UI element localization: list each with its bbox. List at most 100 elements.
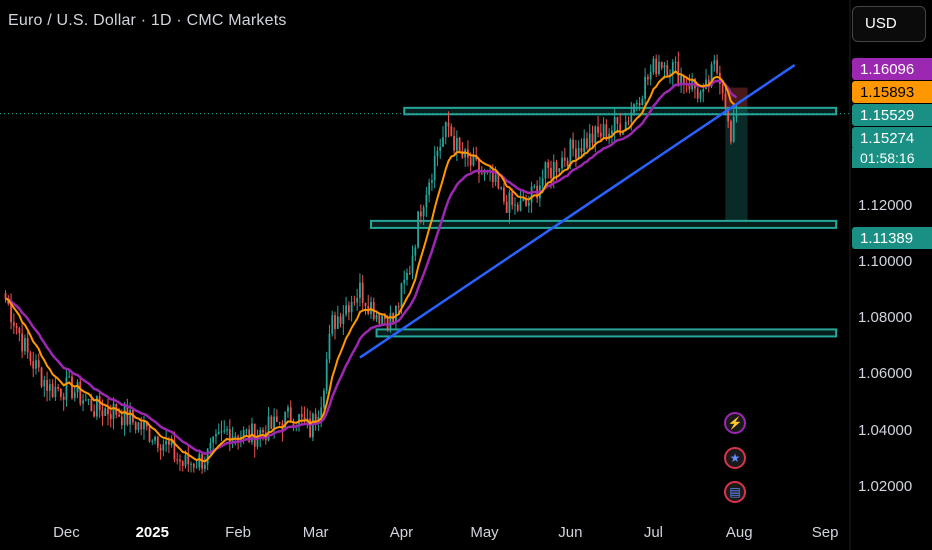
candle-body xyxy=(619,123,622,135)
eu-flag-icon[interactable]: ★ xyxy=(724,447,746,469)
candle-body xyxy=(716,60,719,73)
candle-body xyxy=(527,202,530,206)
candle-body xyxy=(577,148,580,159)
candle-body xyxy=(602,124,605,137)
candle-body xyxy=(309,418,311,438)
price-axis-tick: 1.10000 xyxy=(858,252,913,270)
candle-body xyxy=(140,422,143,430)
candle-body xyxy=(508,192,511,213)
price-axis-tick: 1.12000 xyxy=(858,196,913,214)
price-label-tag: 1.15274 xyxy=(852,127,932,149)
candle-body xyxy=(419,211,422,217)
candle-body xyxy=(90,398,93,412)
date-axis-tick: Aug xyxy=(725,524,753,541)
candle-body xyxy=(206,448,209,465)
candle-body xyxy=(129,410,132,425)
candle-body xyxy=(134,422,137,430)
candle-body xyxy=(364,302,367,307)
candle-body xyxy=(530,186,533,203)
candle-body xyxy=(259,429,262,437)
candle-body xyxy=(148,426,151,442)
candle-body xyxy=(547,162,550,168)
candle-body xyxy=(591,133,594,144)
candle-body xyxy=(187,455,190,465)
candle-body xyxy=(641,98,644,106)
candle-body xyxy=(447,122,450,127)
candle-body xyxy=(79,381,82,404)
candle-body xyxy=(350,302,353,313)
candle-body xyxy=(583,138,586,152)
date-axis-tick: Jun xyxy=(558,524,583,541)
candle-body xyxy=(40,367,43,387)
candle-body xyxy=(93,411,96,417)
candle-body xyxy=(361,282,364,303)
candle-body xyxy=(727,108,730,122)
candle-body xyxy=(644,76,647,99)
candle-body xyxy=(522,199,525,201)
candle-body xyxy=(336,316,339,330)
candle-body xyxy=(217,432,220,434)
candle-body xyxy=(436,150,439,157)
candle-body xyxy=(442,137,444,147)
candle-body xyxy=(414,247,417,256)
candle-body xyxy=(633,104,635,113)
candle-body xyxy=(699,92,702,99)
candle-body xyxy=(724,93,727,109)
candle-body xyxy=(735,113,738,117)
date-axis-tick: Apr xyxy=(389,524,414,541)
candle-body xyxy=(320,407,323,418)
candle-body xyxy=(314,413,317,423)
candle-body xyxy=(646,76,649,80)
candle-body xyxy=(334,315,336,330)
candle-body xyxy=(544,162,547,179)
price-axis-tick: 1.02000 xyxy=(858,477,913,495)
candle-body xyxy=(328,333,331,360)
candle-body xyxy=(145,421,148,427)
candle-body xyxy=(580,148,583,152)
candle-body xyxy=(381,315,383,324)
candle-body xyxy=(73,392,76,399)
date-axis-tick: Dec xyxy=(53,524,80,541)
candle-body xyxy=(680,75,683,86)
candle-body xyxy=(51,384,54,398)
candle-body xyxy=(43,380,46,387)
candle-body xyxy=(123,405,126,426)
trendline xyxy=(359,64,796,359)
candle-body xyxy=(516,204,519,211)
candle-body xyxy=(408,272,411,274)
candle-body xyxy=(541,178,544,186)
candle-body xyxy=(478,159,480,174)
candle-body xyxy=(84,399,87,401)
candle-body xyxy=(26,338,29,353)
candle-body xyxy=(179,459,181,462)
price-label-tag: 1.15529 xyxy=(852,104,932,126)
lightning-icon[interactable]: ⚡ xyxy=(724,412,746,434)
candle-body xyxy=(713,60,716,65)
candle-body xyxy=(181,461,184,466)
candle-body xyxy=(10,303,12,323)
candle-body xyxy=(273,416,276,429)
candle-body xyxy=(682,75,685,85)
candle-body xyxy=(696,88,699,99)
candle-body xyxy=(422,207,425,217)
candle-body xyxy=(359,282,361,299)
candle-body xyxy=(383,315,386,319)
currency-button[interactable]: USD xyxy=(852,6,926,42)
candle-body xyxy=(658,61,660,75)
price-axis-tick: 1.08000 xyxy=(858,309,913,327)
candle-body xyxy=(572,139,575,149)
candle-body xyxy=(345,305,347,315)
price-label-tag: 1.11389 xyxy=(852,227,932,249)
candle-body xyxy=(627,121,630,123)
us-flag-icon[interactable]: ▤ xyxy=(724,481,746,503)
candle-body xyxy=(574,148,577,159)
candle-body xyxy=(18,328,21,334)
candle-body xyxy=(558,168,561,172)
candle-body xyxy=(702,89,705,93)
candle-body xyxy=(311,413,314,438)
candle-body xyxy=(270,416,273,429)
candle-body xyxy=(400,283,403,308)
candle-body xyxy=(411,255,414,274)
candle-body xyxy=(267,416,270,441)
